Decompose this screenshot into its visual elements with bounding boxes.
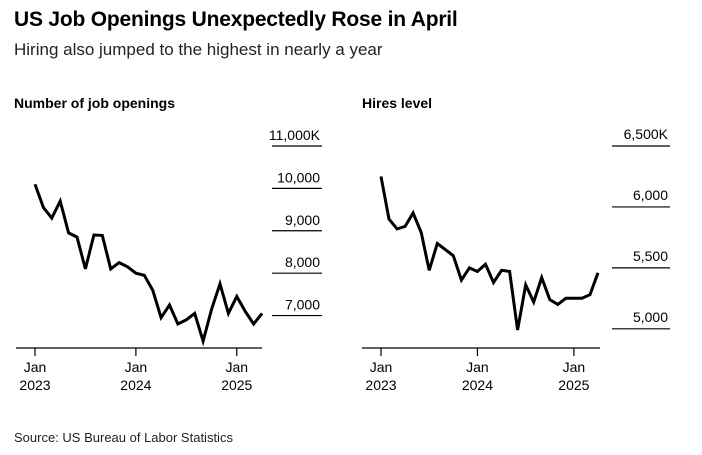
panel-title: Hires level <box>362 95 432 111</box>
y-tick-label: 5,500 <box>633 248 668 264</box>
x-tick-label-month: Jan <box>24 359 47 375</box>
y-tick-label: 6,500K <box>624 126 669 142</box>
x-tick-label-month: Jan <box>466 359 489 375</box>
y-tick-label: 7,000 <box>285 297 320 313</box>
x-tick-label-month: Jan <box>125 359 148 375</box>
x-tick-label-year: 2025 <box>558 377 589 393</box>
x-tick-label-month: Jan <box>370 359 393 375</box>
panel-title: Number of job openings <box>14 95 175 111</box>
source-note: Source: US Bureau of Labor Statistics <box>14 430 233 445</box>
x-tick-label-year: 2025 <box>221 377 252 393</box>
x-tick-label-year: 2024 <box>462 377 493 393</box>
x-tick-label-month: Jan <box>225 359 248 375</box>
x-tick-label-year: 2023 <box>19 377 50 393</box>
series-line <box>33 183 264 347</box>
series-line <box>379 176 600 331</box>
y-tick-label: 8,000 <box>285 254 320 270</box>
y-tick-label: 6,000 <box>633 187 668 203</box>
chart-title: US Job Openings Unexpectedly Rose in Apr… <box>14 8 458 31</box>
x-tick-label-year: 2023 <box>365 377 396 393</box>
y-tick-label: 10,000 <box>277 169 320 185</box>
y-tick-label: 5,000 <box>633 309 668 325</box>
chart-subtitle: Hiring also jumped to the highest in nea… <box>14 40 383 59</box>
x-tick-label-year: 2024 <box>120 377 151 393</box>
x-tick-label-month: Jan <box>563 359 586 375</box>
y-tick-label: 9,000 <box>285 212 320 228</box>
y-tick-label: 11,000K <box>269 127 321 143</box>
